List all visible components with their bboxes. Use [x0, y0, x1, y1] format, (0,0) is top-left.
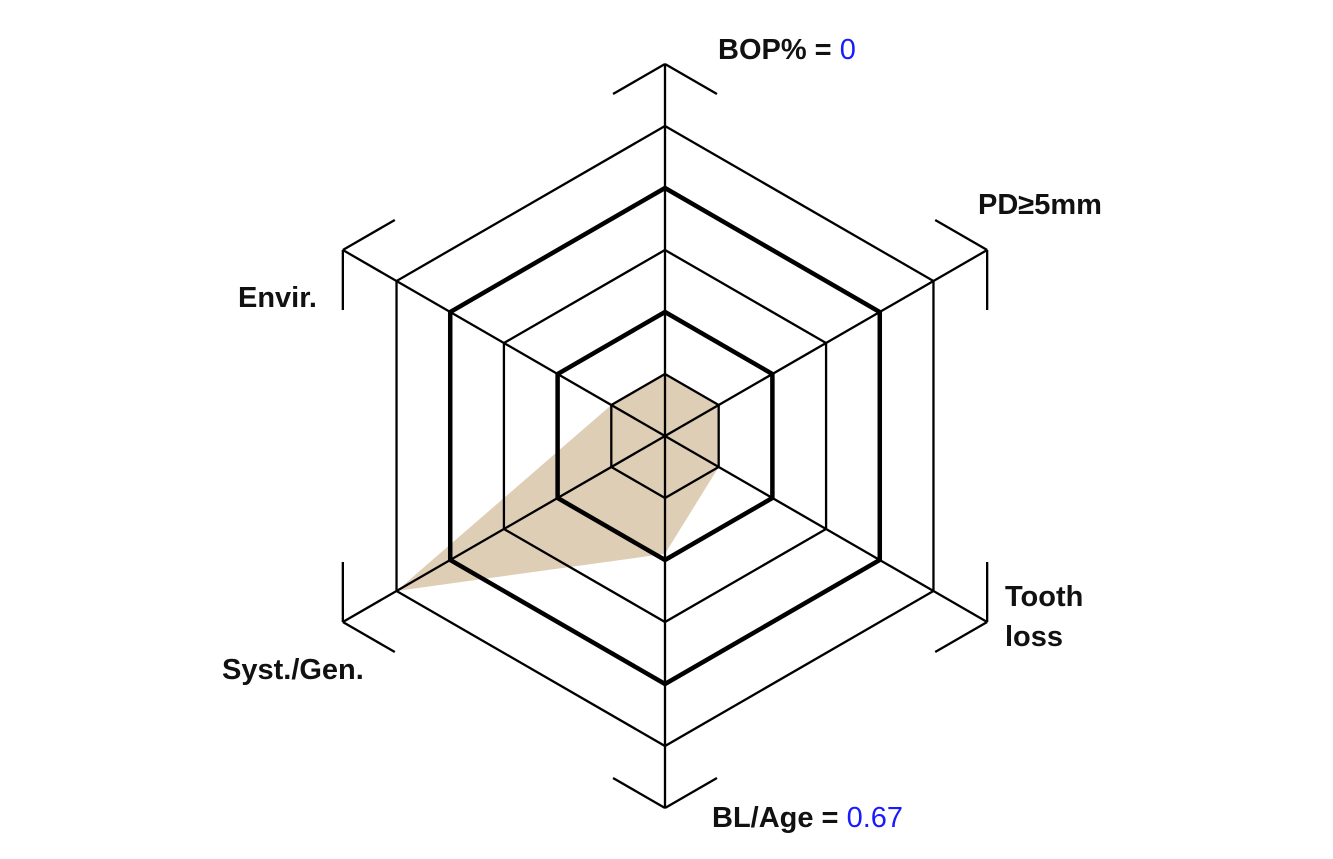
axis-cap-0-0: [664, 63, 718, 95]
axis-line-2: [664, 435, 988, 623]
axis-cap-0-1: [612, 63, 666, 95]
axis-label-pd: PD≥5mm: [978, 189, 1102, 221]
bl-age-label: BL/Age =: [712, 802, 847, 834]
axis-label-envir: Envir.: [238, 282, 317, 314]
axis-line-5: [342, 249, 666, 437]
bop-value: 0: [839, 34, 856, 66]
axis-cap-1-1: [934, 219, 988, 251]
bop-label: BOP% =: [718, 34, 840, 66]
axis-cap-3-1: [664, 777, 718, 809]
axis-label-bl-age: BL/Age = 0.67: [712, 798, 903, 838]
axis-cap-5-0: [342, 219, 396, 251]
axis-cap-4-1: [342, 621, 396, 653]
axis-label-bop: BOP% = 0: [718, 30, 856, 70]
axis-label-tooth-line1: Tooth: [1005, 581, 1084, 613]
axis-label-tooth-line2: loss: [1005, 621, 1064, 653]
axis-line-1: [664, 249, 988, 437]
axis-line-4: [342, 435, 666, 623]
axis-cap-2-0: [934, 621, 988, 653]
bl-age-value: 0.67: [846, 802, 904, 834]
axis-cap-3-0: [612, 777, 666, 809]
axis-label-syst-gen: Syst./Gen.: [222, 654, 364, 686]
